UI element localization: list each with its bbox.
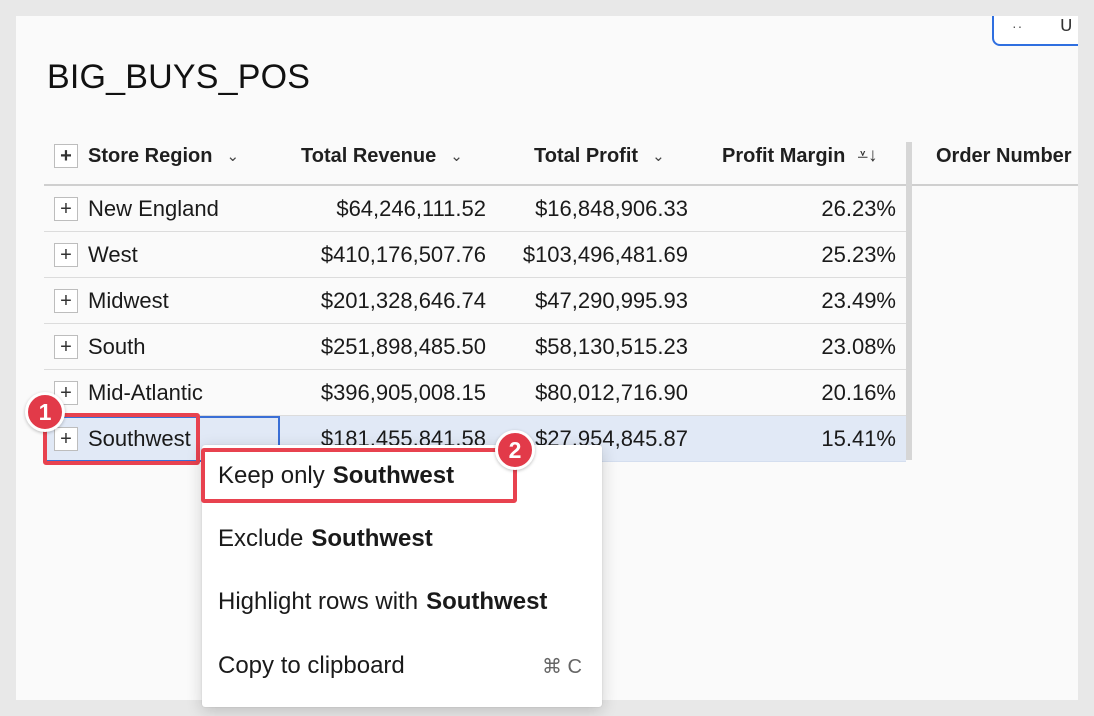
column-header-label: Profit Margin [722, 144, 846, 167]
column-header-store-region[interactable]: + Store Region ⌄ [54, 126, 239, 186]
menu-item-value: Southwest [426, 588, 548, 615]
chevron-down-icon[interactable]: ⌄ [226, 148, 240, 165]
menu-item-value: Southwest [311, 525, 433, 552]
table-body: + New England $64,246,111.52 $16,848,906… [44, 186, 906, 462]
expand-row-icon[interactable]: + [54, 427, 78, 451]
margin-cell[interactable]: 23.08% [821, 334, 896, 359]
menu-item-label: Keep only [218, 462, 325, 489]
toolbar-option-icon[interactable]: ᑌ [1060, 16, 1073, 35]
menu-item-value: Southwest [332, 462, 455, 489]
region-cell[interactable]: + South [54, 324, 146, 370]
profit-cell[interactable]: $80,012,716.90 [535, 380, 688, 405]
sort-descending-icon[interactable]: ⩡↓ [857, 145, 878, 166]
margin-cell[interactable]: 26.23% [821, 196, 896, 221]
profit-cell[interactable]: $103,496,481.69 [522, 242, 688, 267]
menu-item-label: Copy to clipboard [218, 652, 405, 679]
revenue-cell[interactable]: $410,176,507.76 [320, 242, 486, 267]
margin-cell[interactable]: 15.41% [821, 426, 896, 451]
region-label: West [88, 242, 138, 267]
table-row[interactable]: + South $251,898,485.50 $58,130,515.23 2… [44, 324, 906, 370]
header-divider [44, 184, 1078, 186]
column-header-order-number[interactable]: Order Number [936, 126, 1072, 186]
drag-handle-icon[interactable]: ·· [1012, 18, 1024, 34]
table-row[interactable]: + New England $64,246,111.52 $16,848,906… [44, 186, 906, 232]
step-2-badge: 2 [495, 430, 535, 470]
chevron-down-icon[interactable]: ⌄ [450, 148, 463, 165]
revenue-cell[interactable]: $396,905,008.15 [320, 380, 486, 405]
expand-row-icon[interactable]: + [54, 243, 78, 267]
region-cell[interactable]: + Midwest [54, 278, 169, 324]
column-header-total-revenue[interactable]: Total Revenue ⌄ [301, 126, 463, 186]
column-header-label: Total Revenue [301, 144, 437, 167]
column-header-label: Store Region [88, 144, 213, 167]
table-header: + Store Region ⌄ Total Revenue ⌄ Total P… [44, 126, 1078, 186]
region-label: New England [88, 196, 219, 221]
column-header-label: Total Profit [534, 144, 639, 167]
expand-row-icon[interactable]: + [54, 197, 78, 221]
region-label: South [88, 334, 146, 359]
context-menu: Keep only Southwest Exclude Southwest High… [202, 445, 602, 707]
region-label: Mid-Atlantic [88, 380, 203, 405]
region-cell[interactable]: + Southwest [54, 416, 191, 462]
region-label: Southwest [88, 426, 191, 451]
column-resize-handle[interactable] [906, 142, 912, 460]
expand-row-icon[interactable]: + [54, 335, 78, 359]
margin-cell[interactable]: 20.16% [821, 380, 896, 405]
expand-all-icon[interactable]: + [54, 144, 78, 168]
step-1-badge: 1 [25, 392, 65, 432]
revenue-cell[interactable]: $251,898,485.50 [320, 334, 486, 359]
profit-cell[interactable]: $47,290,995.93 [535, 288, 688, 313]
table-row[interactable]: + Midwest $201,328,646.74 $47,290,995.93… [44, 278, 906, 324]
chevron-down-icon[interactable]: ⌄ [652, 148, 665, 165]
menu-item-label: Exclude [218, 525, 304, 552]
table-row[interactable]: + West $410,176,507.76 $103,496,481.69 2… [44, 232, 906, 278]
region-cell[interactable]: + West [54, 232, 138, 278]
margin-cell[interactable]: 23.49% [821, 288, 896, 313]
menu-item-keep-only[interactable]: Keep only Southwest [202, 445, 602, 507]
column-header-profit-margin[interactable]: Profit Margin ⩡↓ [722, 126, 878, 186]
column-header-label: Order Number [936, 144, 1072, 167]
region-cell[interactable]: + New England [54, 186, 219, 232]
menu-item-copy-to-clipboard[interactable]: Copy to clipboard ⌘ C [202, 635, 602, 697]
revenue-cell[interactable]: $64,246,111.52 [336, 196, 486, 221]
column-header-total-profit[interactable]: Total Profit ⌄ [534, 126, 665, 186]
region-label: Midwest [88, 288, 169, 313]
keyboard-shortcut: ⌘ C [542, 655, 582, 678]
profit-cell[interactable]: $16,848,906.33 [535, 196, 688, 221]
table-row[interactable]: + Mid-Atlantic $396,905,008.15 $80,012,7… [44, 370, 906, 416]
menu-item-exclude[interactable]: Exclude Southwest [202, 508, 602, 570]
page-title: BIG_BUYS_POS [47, 58, 311, 96]
expand-row-icon[interactable]: + [54, 289, 78, 313]
margin-cell[interactable]: 25.23% [821, 242, 896, 267]
revenue-cell[interactable]: $201,328,646.74 [320, 288, 486, 313]
profit-cell[interactable]: $58,130,515.23 [535, 334, 688, 359]
menu-item-highlight-rows[interactable]: Highlight rows with Southwest [202, 571, 602, 633]
element-toolbar[interactable]: ·· ᑌ [992, 16, 1078, 46]
region-cell[interactable]: + Mid-Atlantic [54, 370, 203, 416]
menu-item-label: Highlight rows with [218, 588, 419, 615]
